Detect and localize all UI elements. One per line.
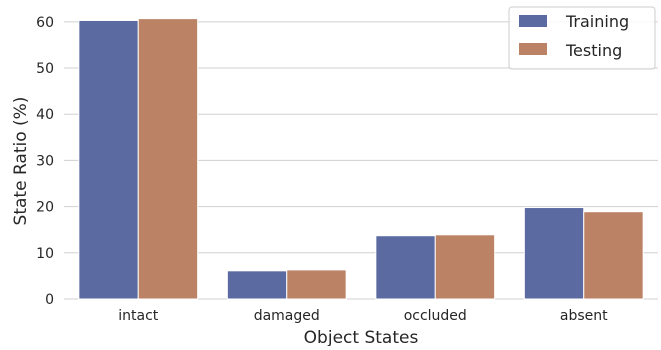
y-tick-label: 0 (45, 292, 54, 308)
bar-training-occluded (375, 235, 436, 300)
bar-testing-intact (137, 18, 199, 300)
legend-label-testing: Testing (565, 41, 622, 60)
bar-training-intact (78, 19, 139, 300)
legend: Training Testing (508, 6, 656, 70)
x-tick-label-absent: absent (560, 308, 608, 324)
y-tick-label: 60 (36, 15, 54, 31)
x-tick-label-intact: intact (118, 308, 159, 324)
bar-testing-absent (583, 211, 644, 300)
legend-swatch-testing (519, 43, 547, 55)
legend-label-training: Training (565, 12, 629, 31)
y-tick-label: 40 (36, 107, 54, 123)
x-tick-label-damaged: damaged (254, 308, 320, 324)
bars (78, 18, 644, 300)
y-tick-label: 10 (36, 246, 54, 262)
bar-testing-damaged (286, 269, 347, 300)
legend-swatch-training (519, 15, 547, 27)
x-axis-title: Object States (304, 328, 419, 346)
bar-training-absent (523, 207, 585, 300)
y-tick-label: 20 (36, 200, 54, 216)
x-axis-ticks: intact damaged occluded absent (118, 308, 608, 324)
bar-testing-occluded (434, 234, 496, 300)
bar-training-damaged (226, 270, 288, 300)
x-tick-label-occluded: occluded (404, 308, 467, 324)
y-tick-label: 30 (36, 153, 54, 169)
y-axis-ticks: 0 10 20 30 40 50 60 (36, 15, 54, 308)
y-tick-label: 50 (36, 61, 54, 77)
y-axis-title: State Ratio (%) (11, 97, 31, 226)
